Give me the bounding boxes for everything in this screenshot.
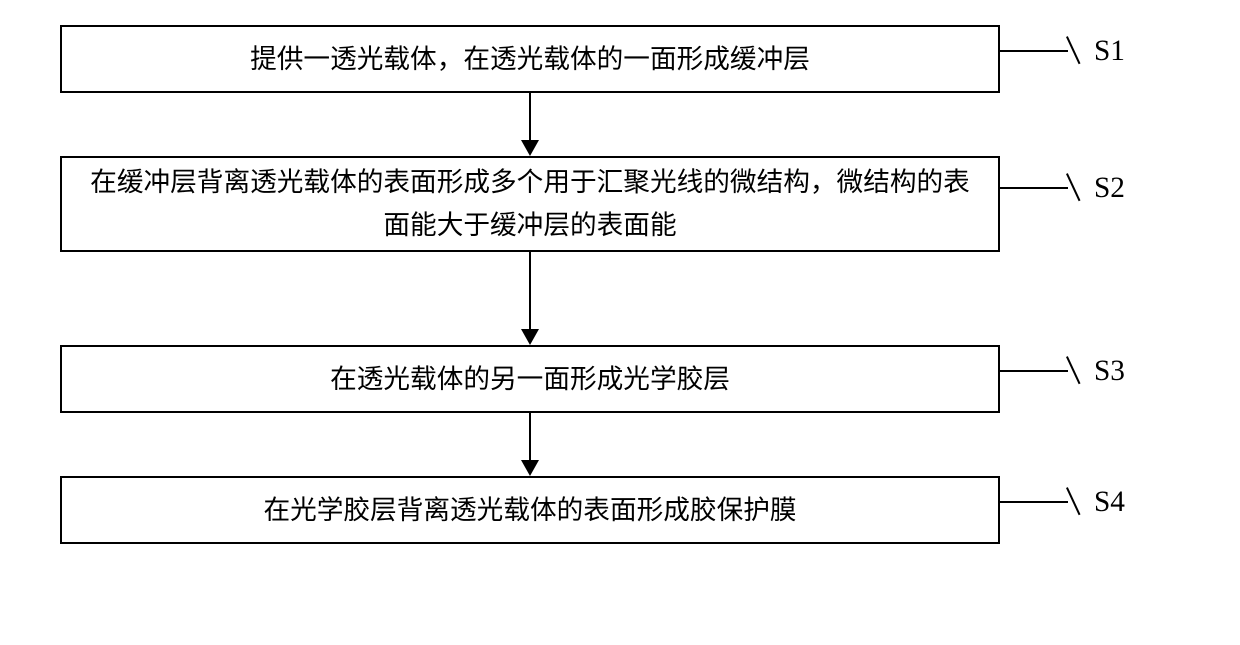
- step-label-connector: S2: [1000, 172, 1180, 205]
- connector-line: [1000, 501, 1068, 503]
- connector-slash: [1066, 357, 1080, 385]
- step-label: S1: [1094, 35, 1125, 68]
- step-text: 提供一透光载体，在透光载体的一面形成缓冲层: [250, 38, 810, 81]
- step-box-s4: 在光学胶层背离透光载体的表面形成胶保护膜: [60, 476, 1000, 544]
- step-label-connector: S1: [1000, 35, 1180, 68]
- step-label-connector: S4: [1000, 486, 1180, 519]
- step-label: S3: [1094, 355, 1125, 388]
- flow-step: 在透光载体的另一面形成光学胶层 S3: [60, 345, 1180, 413]
- flow-step: 在光学胶层背离透光载体的表面形成胶保护膜 S4: [60, 476, 1180, 544]
- arrow-down: [60, 413, 1000, 476]
- step-text: 在光学胶层背离透光载体的表面形成胶保护膜: [263, 489, 796, 532]
- arrow-shaft: [529, 252, 531, 330]
- step-text: 在透光载体的另一面形成光学胶层: [330, 358, 730, 401]
- arrow-head-icon: [521, 329, 539, 345]
- step-label: S4: [1094, 486, 1125, 519]
- step-label-connector: S3: [1000, 355, 1180, 388]
- step-box-s1: 提供一透光载体，在透光载体的一面形成缓冲层: [60, 25, 1000, 93]
- connector-line: [1000, 370, 1068, 372]
- step-box-s2: 在缓冲层背离透光载体的表面形成多个用于汇聚光线的微结构，微结构的表面能大于缓冲层…: [60, 156, 1000, 252]
- step-label: S2: [1094, 172, 1125, 205]
- flow-step: 提供一透光载体，在透光载体的一面形成缓冲层 S1: [60, 25, 1180, 93]
- step-text: 在缓冲层背离透光载体的表面形成多个用于汇聚光线的微结构，微结构的表面能大于缓冲层…: [82, 161, 978, 246]
- step-box-s3: 在透光载体的另一面形成光学胶层: [60, 345, 1000, 413]
- arrow-shaft: [529, 413, 531, 461]
- arrow-down: [60, 252, 1000, 345]
- connector-line: [1000, 50, 1068, 52]
- connector-slash: [1066, 488, 1080, 516]
- connector-slash: [1066, 37, 1080, 65]
- arrow-head-icon: [521, 460, 539, 476]
- flowchart-container: 提供一透光载体，在透光载体的一面形成缓冲层 S1 在缓冲层背离透光载体的表面形成…: [60, 25, 1180, 544]
- flow-step: 在缓冲层背离透光载体的表面形成多个用于汇聚光线的微结构，微结构的表面能大于缓冲层…: [60, 156, 1180, 252]
- arrow-down: [60, 93, 1000, 156]
- connector-line: [1000, 187, 1068, 189]
- arrow-shaft: [529, 93, 531, 141]
- connector-slash: [1066, 174, 1080, 202]
- arrow-head-icon: [521, 140, 539, 156]
